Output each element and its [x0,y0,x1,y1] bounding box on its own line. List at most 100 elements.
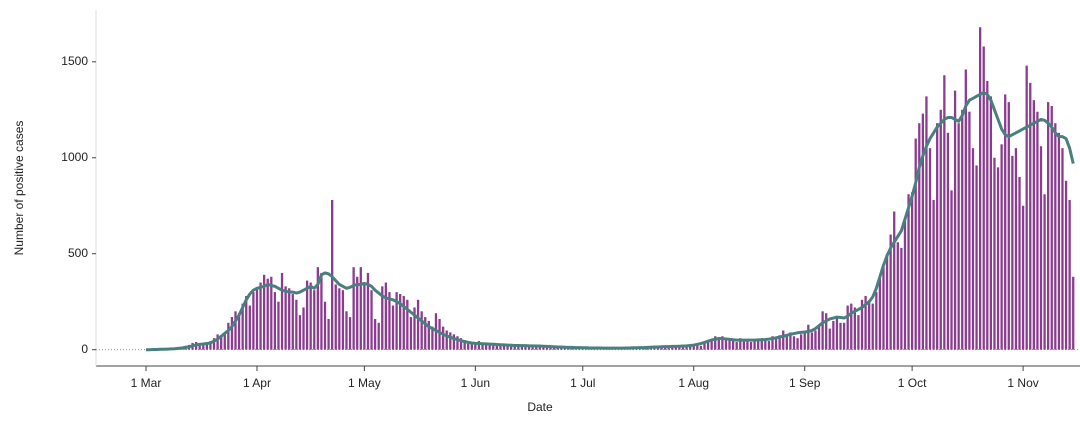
bar [237,313,241,350]
x-tick-label: 1 Sep [789,376,821,390]
bar [459,338,463,350]
bar [198,344,201,350]
bar [510,343,513,350]
bar [241,303,244,350]
bar [212,338,216,350]
bar [255,288,259,350]
bar [327,318,330,350]
x-tick-label: 1 Oct [898,376,927,390]
bar [850,303,853,350]
bar [868,301,871,350]
bar [681,346,685,350]
bar [273,292,277,350]
bar [1054,123,1057,350]
bar [474,343,477,350]
bar [846,305,849,350]
bar [678,345,681,350]
bar [964,69,967,350]
bar [764,340,767,350]
bar [1068,199,1071,350]
bar [395,292,398,350]
bar [928,148,932,350]
bar [857,315,860,350]
bar [391,305,395,350]
bar [649,347,652,350]
bar [653,348,656,350]
bar [270,276,273,350]
bar [982,46,985,350]
bar [302,307,305,350]
bar [413,307,416,350]
bar [871,303,874,350]
bar [488,343,491,350]
bar [1057,132,1061,350]
bar [703,342,706,350]
bar [313,290,316,350]
bar [864,295,867,350]
bar [1036,111,1039,350]
x-tick-label: 1 Jul [570,376,595,390]
bar [1007,102,1010,350]
bar [757,339,760,350]
bar [1064,180,1068,350]
bar [1025,65,1028,350]
bar [252,292,255,350]
bar [971,148,975,350]
bar [1018,176,1021,350]
bar [950,190,953,350]
bar [735,342,738,350]
bar [277,301,280,350]
bar [1021,205,1025,350]
bar [449,332,452,350]
bar [477,341,481,350]
bar [896,242,899,350]
bar [832,320,835,350]
bar [495,345,498,350]
bar [499,345,502,350]
bar [356,276,359,350]
bar [298,315,302,350]
bar [230,317,234,350]
bar [424,317,427,350]
bar [742,339,746,350]
bar [470,342,473,350]
bar [402,295,405,350]
bar [209,341,212,350]
bar [502,344,506,350]
bar [925,96,928,350]
bar [481,343,484,350]
bar [1014,148,1018,350]
bar [441,326,445,350]
bar [463,340,466,350]
bar [1061,148,1064,350]
bar [456,336,459,350]
bar [266,278,269,350]
bar [875,292,878,350]
bar [989,96,993,350]
bar [839,322,842,350]
bar [205,342,209,350]
bar [1000,144,1003,350]
bar [1004,94,1007,350]
bar [467,342,470,350]
bar [542,346,545,350]
x-tick-label: 1 Apr [243,376,271,390]
bar [910,192,914,350]
bar [492,344,495,350]
bar [771,336,774,350]
bar [406,299,409,350]
bar [782,330,785,350]
bar [835,317,839,350]
bar [552,347,556,350]
bar [746,340,749,350]
bar [320,272,323,350]
bar [245,295,248,350]
bar [717,337,720,350]
bar [1039,146,1043,350]
bar [932,199,935,350]
bar [384,282,388,350]
bar [706,342,710,350]
bar [817,326,821,350]
bar [1047,102,1050,350]
bar [445,330,448,350]
